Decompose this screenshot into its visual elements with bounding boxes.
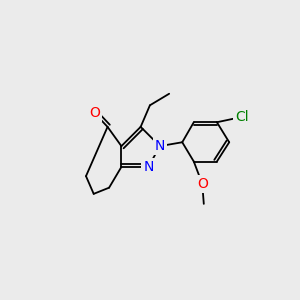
Text: O: O (197, 177, 208, 191)
Text: Cl: Cl (236, 110, 249, 124)
Text: N: N (155, 139, 165, 153)
Text: N: N (143, 160, 154, 174)
Text: O: O (89, 106, 100, 120)
